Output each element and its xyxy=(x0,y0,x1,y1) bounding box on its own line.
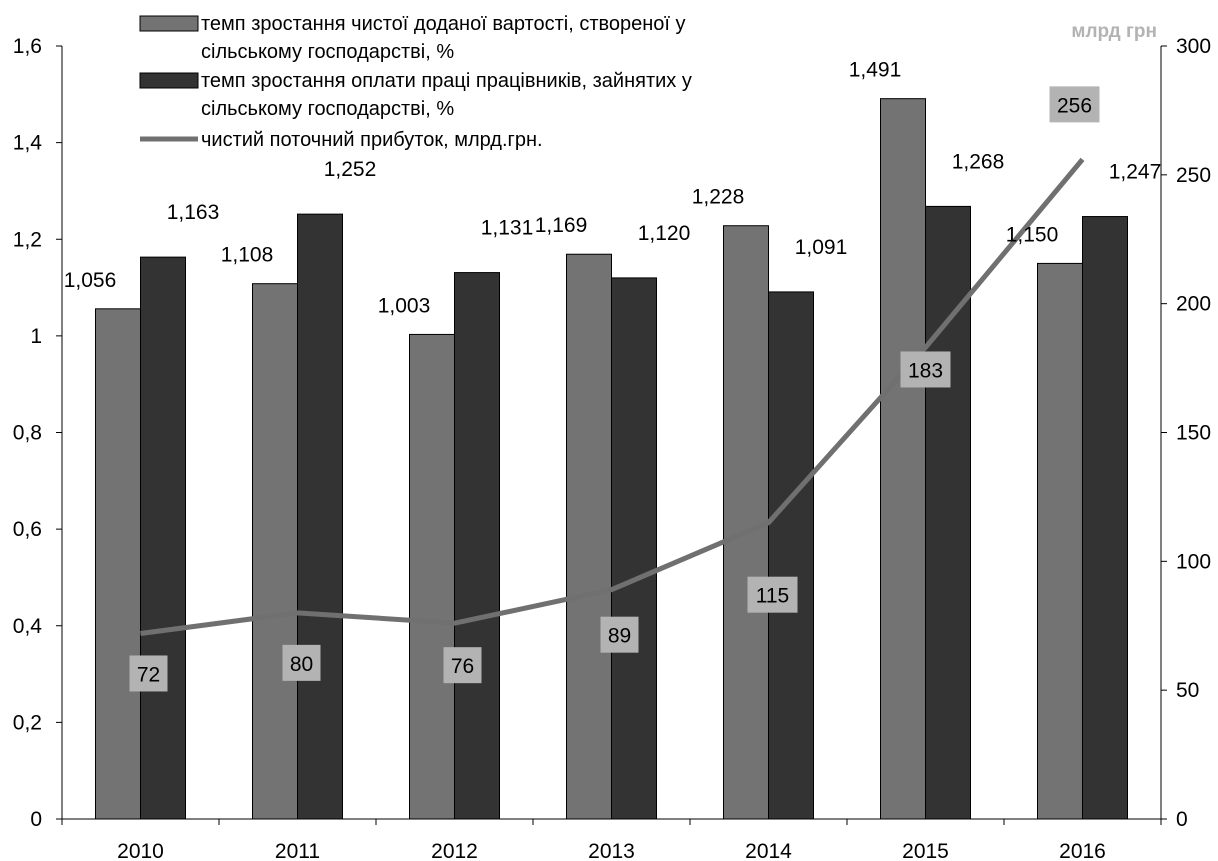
value-added-growth-bar xyxy=(1037,262,1083,820)
value-added-growth-label: 1,150 xyxy=(1006,223,1059,246)
wage-growth-bar xyxy=(297,213,343,820)
x-axis-tick-label: 2016 xyxy=(1059,840,1106,861)
x-axis-tick-label: 2014 xyxy=(745,840,792,861)
legend-label-net-profit: чистий поточний прибуток, млрд.грн. xyxy=(201,129,543,151)
x-axis-tick-label: 2010 xyxy=(117,840,164,861)
left-axis-tick-label: 0,2 xyxy=(13,711,42,734)
legend-swatch-wage xyxy=(139,72,199,89)
value-added-growth-label: 1,228 xyxy=(692,186,745,209)
net-profit-label-box xyxy=(600,616,639,653)
value-added-growth-label: 1,056 xyxy=(64,269,117,292)
value-added-growth-bar xyxy=(566,253,612,820)
right-axis-tick-label: 300 xyxy=(1176,35,1211,58)
right-axis-tick-label: 0 xyxy=(1176,808,1188,831)
x-axis-tick-label: 2013 xyxy=(588,840,635,861)
line-series-layer xyxy=(140,157,1085,636)
right-axis-tick-label: 50 xyxy=(1176,679,1199,702)
axes: 0 0,2 0,4 0,6 0,8 1 1,2 1,4 1,6 0 50 100 150 200 250 30… xyxy=(13,35,1211,861)
right-axis-tick-label: 200 xyxy=(1176,293,1211,316)
wage-growth-label: 1,268 xyxy=(952,150,1005,173)
value-added-growth-bar xyxy=(95,308,141,820)
net-profit-label: 115 xyxy=(756,585,789,608)
wage-growth-label: 1,247 xyxy=(1109,161,1162,184)
x-axis-tick-label: 2012 xyxy=(431,840,478,861)
right-axis-unit-label: млрд грн xyxy=(1071,21,1157,42)
data-labels: 1,056 1,108 1,003 1,169 1,228 1,491 1,150 1,163… xyxy=(64,59,1162,692)
wage-growth-bar xyxy=(925,205,971,820)
net-profit-label-box xyxy=(1049,86,1100,123)
wage-growth-bar xyxy=(454,272,500,820)
wage-growth-label: 1,252 xyxy=(324,158,377,181)
left-axis-tick-label: 0 xyxy=(30,808,42,831)
net-profit-label: 183 xyxy=(908,359,943,382)
net-profit-label-box xyxy=(129,655,168,692)
value-added-growth-bar xyxy=(880,98,926,820)
value-added-growth-bar xyxy=(409,333,455,820)
wage-growth-bar xyxy=(140,256,186,820)
x-axis-tick-label: 2011 xyxy=(275,840,320,861)
left-axis-tick-label: 0,6 xyxy=(13,518,42,541)
net-profit-label-box xyxy=(900,351,951,388)
wage-growth-bar xyxy=(611,277,657,820)
legend-label-value-added-line1: темп зростання чистої доданої вартості, … xyxy=(201,13,686,35)
left-axis-tick-label: 1 xyxy=(30,325,42,348)
value-added-growth-bar xyxy=(252,283,298,820)
value-added-growth-label: 1,169 xyxy=(535,214,588,237)
net-profit-label-box xyxy=(747,576,798,613)
wage-growth-bar xyxy=(768,291,814,820)
net-profit-label: 76 xyxy=(451,655,474,678)
value-added-growth-label: 1,108 xyxy=(221,244,274,267)
value-added-growth-label: 1,491 xyxy=(849,59,902,82)
right-axis-tick-label: 100 xyxy=(1176,550,1211,573)
legend-label-wage-line2: сільському господарстві, % xyxy=(201,98,454,120)
net-profit-line xyxy=(140,157,1085,636)
left-axis-tick-label: 1,4 xyxy=(13,132,43,155)
net-profit-label: 80 xyxy=(290,653,313,676)
wage-growth-label: 1,091 xyxy=(795,236,848,259)
left-axis-tick-label: 1,6 xyxy=(13,35,42,58)
net-profit-label: 256 xyxy=(1057,94,1092,117)
net-profit-label: 89 xyxy=(608,625,631,648)
net-profit-label: 72 xyxy=(137,663,160,686)
wage-growth-bar xyxy=(1082,216,1128,820)
value-added-growth-label: 1,003 xyxy=(378,294,431,317)
wage-growth-label: 1,131 xyxy=(481,217,534,240)
net-profit-label-box xyxy=(443,647,482,684)
legend-label-wage-line1: темп зростання оплати праці працівників,… xyxy=(201,70,692,92)
value-added-growth-bar xyxy=(723,225,769,820)
legend-swatch-value-added xyxy=(139,15,199,32)
net-profit-label-box xyxy=(282,644,321,681)
x-axis-tick-label: 2015 xyxy=(902,840,949,861)
right-axis-tick-label: 150 xyxy=(1176,422,1211,445)
legend-label-value-added-line2: сільському господарстві, % xyxy=(201,41,454,63)
bars xyxy=(95,98,1128,820)
wage-growth-label: 1,163 xyxy=(167,201,220,224)
left-axis-tick-label: 0,8 xyxy=(13,422,42,445)
legend: темп зростання чистої доданої вартості, … xyxy=(139,13,692,151)
right-axis-tick-label: 250 xyxy=(1176,164,1211,187)
wage-growth-label: 1,120 xyxy=(638,222,691,245)
left-axis-tick-label: 1,2 xyxy=(13,228,42,251)
left-axis-tick-label: 0,4 xyxy=(13,615,43,638)
